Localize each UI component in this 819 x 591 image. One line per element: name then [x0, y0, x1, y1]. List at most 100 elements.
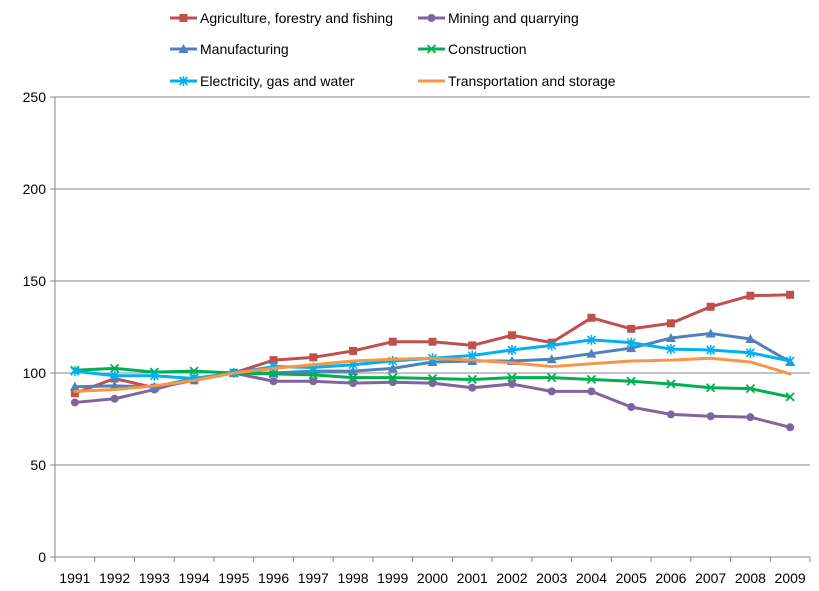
data-point [586, 374, 597, 385]
legend-marker [427, 14, 436, 22]
data-point [109, 380, 120, 390]
y-tick-label: 150 [23, 273, 47, 289]
data-point [666, 379, 676, 389]
legend-item: Transportation and storage [418, 73, 616, 89]
data-point [706, 345, 716, 355]
data-point [547, 387, 556, 396]
x-tick-label: 2003 [536, 570, 567, 586]
data-point [746, 413, 755, 422]
x-tick-label: 2006 [655, 570, 686, 586]
data-point [587, 387, 596, 396]
data-point [706, 383, 716, 393]
data-point [349, 379, 358, 388]
data-point [586, 348, 597, 358]
data-point [626, 343, 637, 353]
data-point [348, 366, 359, 376]
x-tick-label: 2008 [735, 570, 766, 586]
legend-item: Electricity, gas and water [170, 73, 355, 89]
x-tick-label: 1999 [377, 570, 408, 586]
legend-item: Mining and quarrying [418, 10, 579, 26]
data-point [547, 372, 557, 383]
legend-label: Construction [448, 41, 527, 57]
x-tick-label: 1992 [99, 570, 130, 586]
data-point [745, 384, 756, 394]
data-point [70, 366, 80, 377]
data-point [547, 340, 557, 351]
data-point [546, 354, 557, 364]
data-point [626, 376, 636, 386]
data-point [666, 319, 675, 328]
data-point [468, 341, 477, 350]
legend-item: Manufacturing [170, 41, 289, 57]
legend-marker [178, 44, 189, 53]
x-tick-label: 2002 [496, 570, 527, 586]
x-tick-label: 1991 [59, 570, 90, 586]
data-point [110, 370, 120, 381]
y-tick-label: 100 [23, 365, 47, 381]
data-point [388, 337, 397, 346]
data-point [109, 363, 120, 374]
data-point [745, 333, 756, 343]
data-point [507, 345, 517, 355]
legend-label: Manufacturing [200, 41, 289, 57]
x-tick-label: 1995 [218, 570, 249, 586]
x-tick-label: 1997 [298, 570, 329, 586]
data-point [705, 328, 716, 338]
data-point [785, 392, 795, 402]
y-tick-label: 0 [38, 549, 46, 565]
series-line [73, 356, 792, 393]
data-point [507, 380, 516, 389]
x-tick-label: 2001 [457, 570, 488, 586]
data-point [468, 383, 477, 392]
x-axis: 1991 1992 1993 1994 1995 1996 1997 1998 1999 2000… [54, 556, 811, 586]
data-point [269, 356, 278, 365]
data-point [388, 372, 398, 383]
legend-marker [178, 76, 189, 86]
data-point [427, 373, 438, 384]
data-point [507, 372, 517, 383]
legend-item: Agriculture, forestry and fishing [170, 10, 393, 26]
data-point [70, 389, 79, 398]
data-point [786, 423, 795, 432]
data-point [627, 403, 636, 412]
x-tick-label: 1993 [139, 570, 170, 586]
series-layer [69, 290, 796, 432]
data-point [349, 346, 358, 355]
data-point [387, 363, 398, 373]
y-tick-label: 250 [23, 89, 47, 105]
data-point [348, 372, 358, 383]
data-point [666, 344, 676, 355]
y-tick-label: 50 [30, 457, 46, 473]
y-axis: 0 50 100 150 200 250 [23, 89, 56, 565]
data-point [467, 374, 477, 385]
data-point [706, 302, 715, 311]
data-point [586, 334, 597, 345]
data-point [666, 410, 675, 419]
legend-marker [179, 14, 188, 22]
data-point [587, 313, 596, 322]
legend-label: Transportation and storage [448, 73, 616, 89]
data-point [746, 291, 755, 300]
legend: Agriculture, forestry and fishing Mining … [170, 10, 616, 89]
data-point [627, 324, 636, 333]
data-point [269, 377, 278, 386]
data-point [308, 370, 318, 380]
data-point [309, 353, 318, 362]
data-point [626, 337, 636, 348]
x-tick-label: 2004 [576, 570, 607, 586]
legend-label: Agriculture, forestry and fishing [200, 10, 393, 26]
x-tick-label: 2007 [695, 570, 726, 586]
legend-label: Electricity, gas and water [200, 73, 355, 89]
data-point [706, 412, 715, 421]
y-tick-label: 200 [23, 181, 47, 197]
data-point [786, 290, 795, 299]
data-point [268, 369, 279, 379]
data-point [785, 356, 795, 367]
x-tick-label: 2005 [616, 570, 647, 586]
x-tick-label: 1998 [337, 570, 368, 586]
data-point [189, 366, 199, 376]
data-point [665, 333, 676, 343]
legend-label: Mining and quarrying [448, 10, 579, 26]
data-point [69, 381, 80, 391]
